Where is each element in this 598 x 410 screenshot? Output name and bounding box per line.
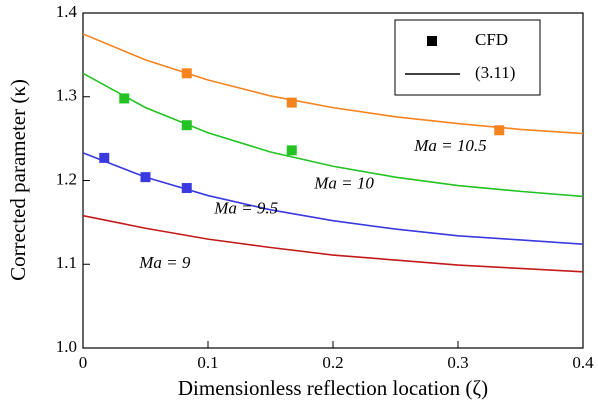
legend-label: (3.11) (475, 63, 515, 82)
y-tick-label: 1.4 (56, 2, 78, 21)
legend-box (394, 19, 541, 96)
legend-marker (427, 36, 437, 46)
cfd-point (286, 97, 297, 108)
y-tick-label: 1.2 (56, 169, 77, 188)
x-tick-label: 0.3 (447, 353, 468, 372)
y-tick-label: 1.3 (56, 86, 77, 105)
cfd-point (99, 152, 110, 163)
legend-label: CFD (475, 30, 508, 49)
x-tick-label: 0.1 (197, 353, 218, 372)
curve-label: Ma = 10.5 (413, 136, 486, 155)
x-tick-label: 0.4 (572, 353, 594, 372)
y-tick-label: 1.0 (56, 337, 77, 356)
curve-label: Ma = 9.5 (213, 199, 278, 218)
curve (82, 214, 584, 273)
cfd-point (494, 125, 505, 136)
x-tick-label: 0.2 (322, 353, 343, 372)
curve-label: Ma = 10 (313, 174, 374, 193)
y-axis-label: Corrected parameter (κ) (6, 79, 30, 281)
curve (82, 72, 584, 198)
cfd-point (119, 93, 130, 104)
cfd-point (286, 145, 297, 156)
x-axis-label: Dimensionless reflection location (ζ) (178, 376, 488, 400)
x-tick-label: 0 (79, 353, 88, 372)
cfd-point (140, 172, 151, 183)
curve (82, 152, 584, 245)
cfd-point (181, 120, 192, 131)
y-tick-label: 1.1 (56, 253, 77, 272)
curve-label: Ma = 9 (138, 253, 191, 272)
cfd-point (181, 68, 192, 79)
cfd-point (181, 183, 192, 194)
